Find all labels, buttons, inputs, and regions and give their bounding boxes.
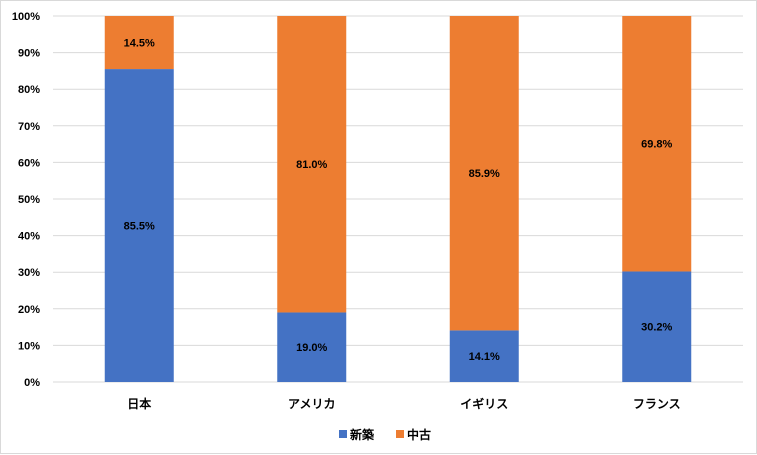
y-tick-label: 70%	[18, 121, 40, 133]
y-tick-label: 80%	[18, 84, 40, 96]
bar-segment	[622, 16, 692, 272]
x-category-label: フランス	[633, 397, 681, 411]
x-category-label: イギリス	[460, 396, 508, 411]
y-tick-label: 60%	[18, 157, 40, 169]
bar-segment	[104, 69, 174, 382]
bar-segment	[104, 16, 174, 70]
data-label: 14.5%	[124, 38, 155, 50]
data-label: 69.8%	[641, 139, 672, 151]
data-label: 19.0%	[296, 342, 327, 354]
x-category-label: アメリカ	[288, 397, 335, 411]
y-tick-label: 0%	[24, 377, 40, 389]
y-tick-label: 10%	[18, 340, 40, 352]
data-label: 85.5%	[124, 221, 155, 233]
legend-label: 新築	[350, 427, 375, 442]
legend-swatch	[339, 430, 347, 438]
bars: 85.5% 14.5% 19.0% 81.0% 14.1% 85.9% 30.2% 69.8%	[104, 16, 692, 382]
y-axis: 0% 10% 20% 30% 40% 50% 60% 70% 80% 90% 100%	[12, 11, 40, 389]
data-label: 85.9%	[469, 168, 500, 180]
legend-label: 中古	[407, 427, 431, 442]
y-tick-label: 100%	[12, 11, 40, 23]
y-tick-label: 30%	[18, 267, 40, 279]
y-tick-label: 50%	[18, 194, 40, 206]
bar-segment	[449, 330, 519, 382]
x-axis: 日本 アメリカ イギリス フランス	[127, 396, 680, 411]
y-tick-label: 90%	[18, 48, 40, 60]
legend-swatch	[396, 430, 404, 438]
data-label: 81.0%	[296, 159, 327, 171]
bar-segment	[277, 312, 347, 382]
bar-segment	[622, 271, 692, 382]
bar-segment	[277, 16, 347, 313]
bar-segment	[449, 16, 519, 331]
y-tick-label: 40%	[18, 231, 40, 243]
data-label: 14.1%	[469, 351, 500, 363]
x-category-label: 日本	[127, 396, 151, 411]
data-label: 30.2%	[641, 322, 672, 334]
y-tick-label: 20%	[18, 304, 40, 316]
legend: 新築 中古	[339, 427, 431, 442]
